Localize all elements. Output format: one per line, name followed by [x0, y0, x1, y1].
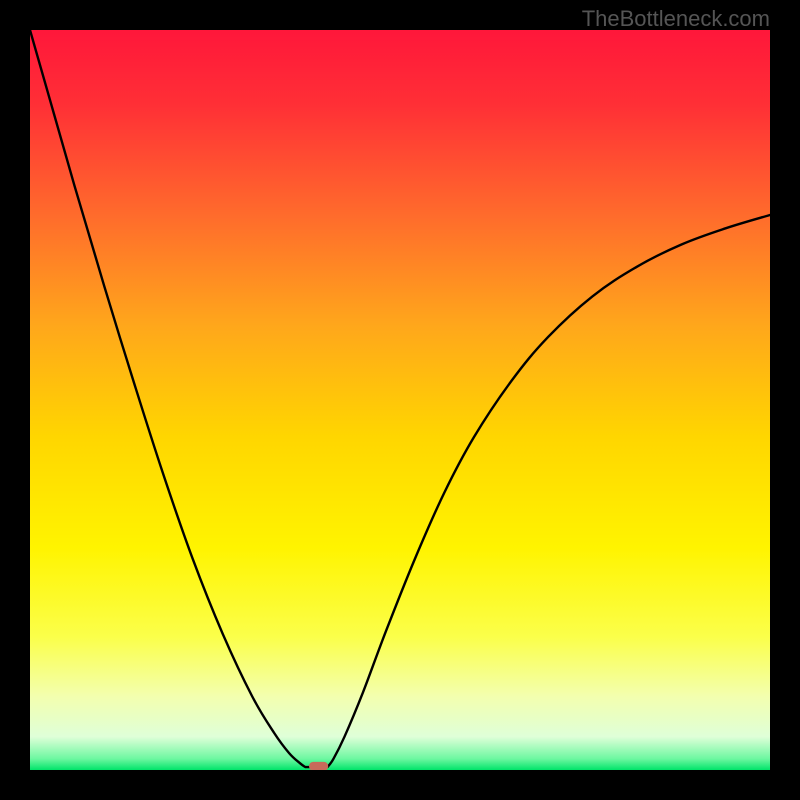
- plot-area: [30, 30, 770, 770]
- chart-frame: TheBottleneck.com: [0, 0, 800, 800]
- watermark-text: TheBottleneck.com: [582, 6, 770, 32]
- optimal-marker: [309, 762, 328, 770]
- chart-svg: [30, 30, 770, 770]
- gradient-background: [30, 30, 770, 770]
